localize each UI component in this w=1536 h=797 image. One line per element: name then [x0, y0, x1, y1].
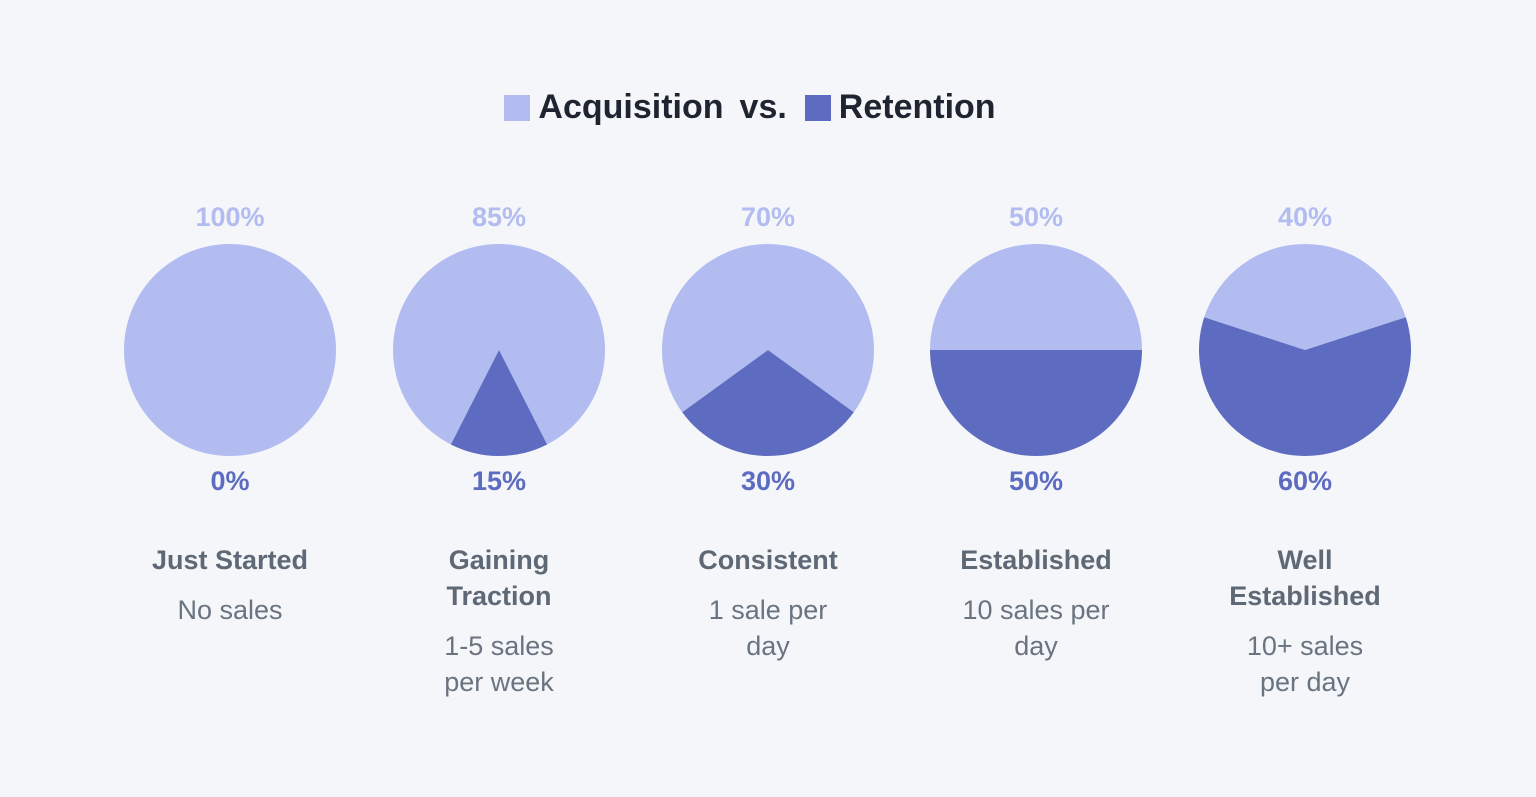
- pie-slice: [450, 350, 548, 456]
- pie-slice: [1204, 243, 1406, 350]
- pie-caption: Gaining Traction 1-5 sales per week: [389, 542, 609, 700]
- pie-subtitle: 10 sales per day: [962, 595, 1110, 661]
- pie-title: Established: [960, 545, 1112, 575]
- legend-swatch: [804, 94, 831, 121]
- pie-slice: [662, 244, 874, 413]
- value-label: 30%: [741, 466, 795, 496]
- pie-subtitle: 1-5 sales per week: [444, 631, 554, 697]
- pie-title: Just Started: [151, 545, 309, 575]
- pie-subtitle: 10+ sales per day: [1246, 631, 1364, 697]
- pie-slice: [393, 244, 605, 445]
- pie-subtitle: No sales: [177, 595, 283, 625]
- value-label: 70%: [741, 202, 795, 232]
- pie-caption: Consistent 1 sale per day: [658, 542, 878, 664]
- pie-slice: [123, 243, 337, 457]
- value-label: 100%: [195, 202, 264, 232]
- value-label: 50%: [1009, 202, 1063, 232]
- pie-slice: [682, 350, 854, 457]
- value-label: 40%: [1278, 202, 1332, 232]
- legend-label: Acquisition: [538, 88, 724, 126]
- value-label: 50%: [1009, 466, 1063, 496]
- legend-separator: vs.: [739, 88, 787, 126]
- pie-subtitle: 1 sale per day: [708, 595, 828, 661]
- value-label: 60%: [1278, 466, 1332, 496]
- pie-title: Well Established: [1229, 545, 1381, 611]
- legend: Acquisition vs. Retention: [0, 88, 1500, 127]
- value-label: 0%: [210, 466, 249, 496]
- value-label: 15%: [472, 466, 526, 496]
- legend-label: Retention: [838, 88, 996, 126]
- pie-slice: [1199, 317, 1411, 456]
- pie-caption: Well Established 10+ sales per day: [1195, 542, 1415, 700]
- legend-swatch: [504, 94, 531, 121]
- pie-slice: [930, 350, 1142, 456]
- pie-caption: Established 10 sales per day: [926, 542, 1146, 664]
- pie-title: Consistent: [698, 545, 838, 575]
- pie-slice: [930, 244, 1142, 350]
- pie-caption: Just Started No sales: [120, 542, 340, 628]
- value-label: 85%: [472, 202, 526, 232]
- pie-title: Gaining Traction: [446, 545, 552, 611]
